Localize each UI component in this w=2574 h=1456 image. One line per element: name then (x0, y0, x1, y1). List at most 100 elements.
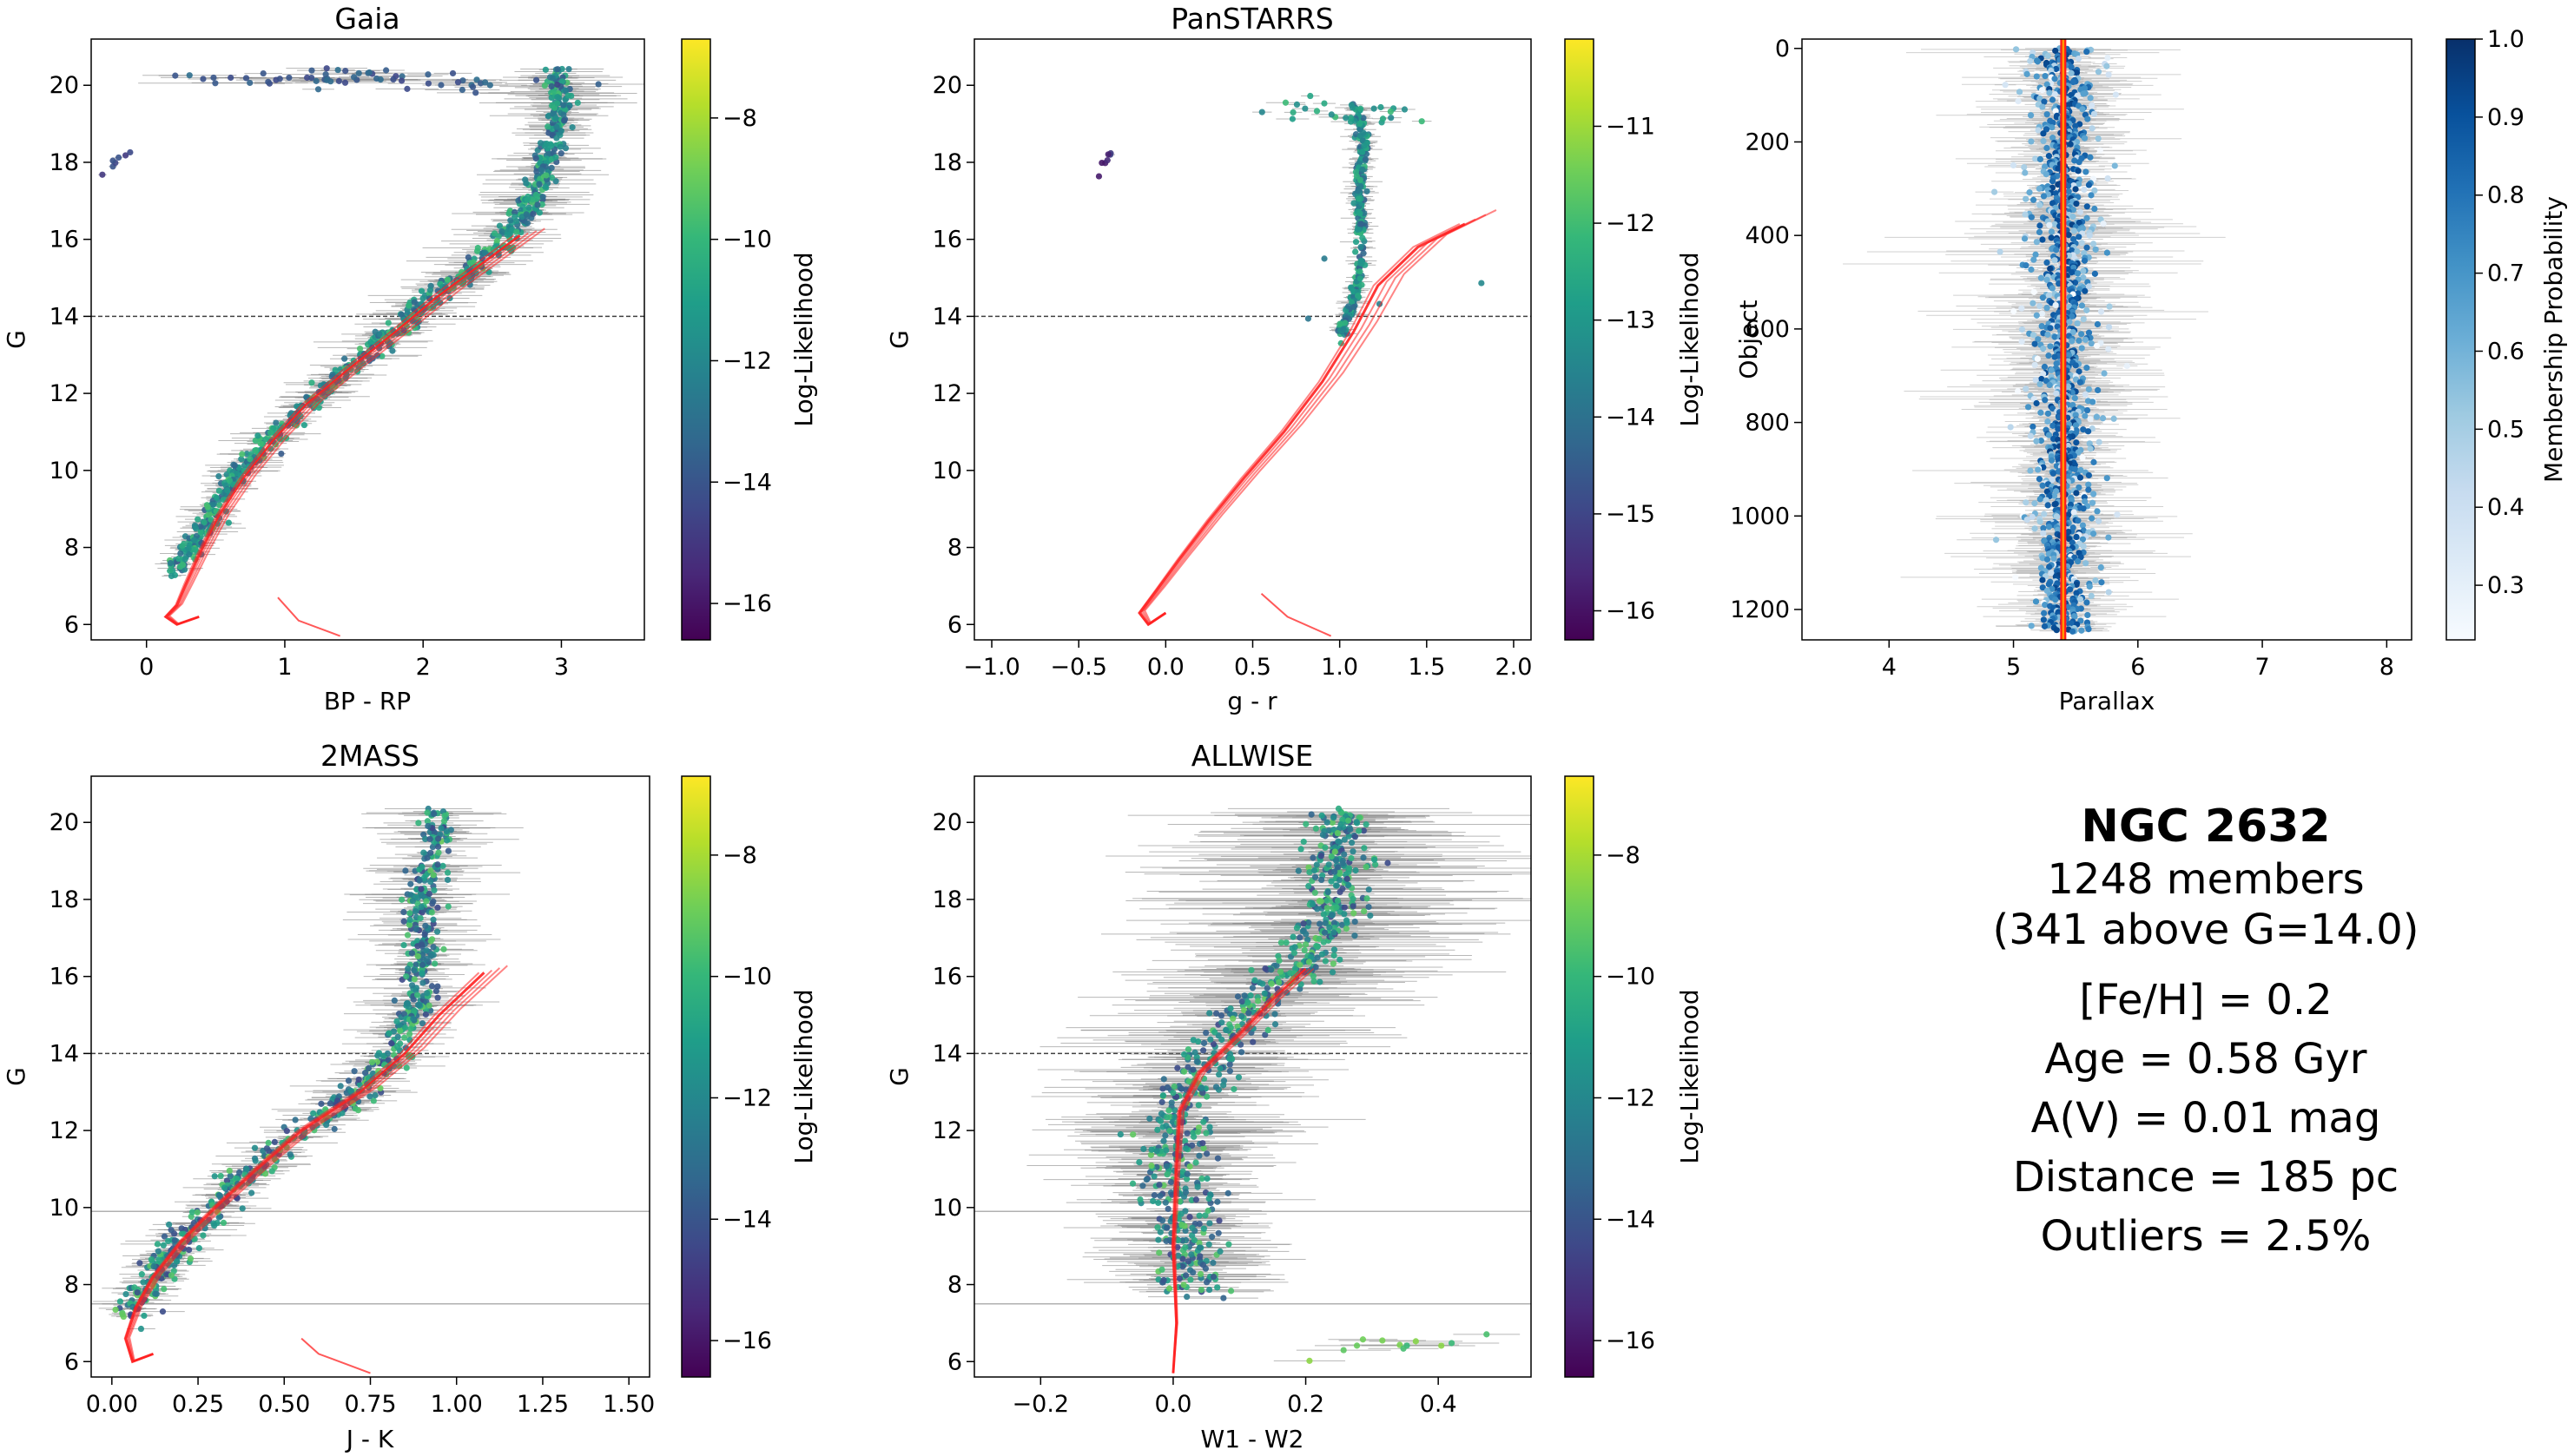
gaia-star-point (538, 167, 545, 174)
panstarrs-star-point (1293, 101, 1301, 108)
gaia-star-point (314, 86, 322, 93)
parallax-point (2076, 379, 2083, 385)
gaia-star-point (389, 347, 396, 354)
parallax-point (2082, 391, 2089, 398)
gaia-star-point (308, 67, 315, 74)
gaia-star-point (595, 81, 602, 88)
parallax-point (2050, 492, 2058, 499)
parallax-x-tick-label: 6 (2130, 654, 2145, 681)
gaia-star-point (226, 477, 234, 484)
gaia-star-point (335, 77, 342, 84)
parallax-point (2075, 449, 2082, 456)
gaia-star-point (376, 331, 383, 338)
parallax-point (2082, 497, 2089, 505)
parallax-point (2031, 525, 2038, 532)
gaia-star-point (176, 563, 183, 570)
gaia-y-tick-label: 18 (50, 149, 79, 176)
parallax-point (2033, 312, 2040, 319)
parallax-point (2051, 353, 2058, 360)
gaia-star-point (554, 66, 561, 73)
parallax-point (2039, 87, 2046, 94)
gaia-star-point (262, 436, 269, 443)
gaia-star-point (247, 456, 254, 463)
gaia-isochrone-line (163, 234, 515, 626)
parallax-point (2104, 54, 2111, 62)
gaia-star-point (115, 154, 122, 161)
gaia-star-point (300, 421, 307, 429)
panstarrs-colorbar-tick-label: −14 (1606, 404, 1655, 431)
parallax-point (2018, 305, 2025, 312)
parallax-point (2046, 381, 2053, 389)
gaia-star-point (308, 74, 315, 82)
parallax-point (2073, 533, 2080, 541)
panstarrs-star-point (1357, 260, 1364, 267)
parallax-point (1992, 537, 2000, 544)
parallax-point (2069, 539, 2076, 546)
parallax-point (2074, 605, 2081, 613)
panstarrs-star-point (1340, 326, 1347, 333)
gaia-star-point (544, 123, 551, 130)
panstarrs-star-point (1370, 105, 1377, 112)
parallax-point (2066, 319, 2073, 326)
parallax-point (2023, 385, 2030, 392)
gaia-error-bars (97, 68, 644, 576)
parallax-point (2023, 517, 2030, 524)
gaia-star-point (537, 140, 544, 147)
parallax-point (2047, 343, 2054, 350)
gaia-colorbar-ticks: −8 −10 −12 −14 −16 (710, 105, 772, 617)
parallax-point (2083, 214, 2090, 221)
gaia-star-point (418, 287, 426, 294)
panstarrs-isochrone-line (1144, 209, 1497, 625)
gaia-x-tick-label: 0 (139, 654, 154, 681)
gaia-star-point (355, 69, 362, 76)
parallax-point (2085, 486, 2092, 493)
gaia-star-point (564, 92, 571, 99)
panstarrs-star-point (1105, 151, 1112, 158)
parallax-point (2069, 338, 2076, 345)
gaia-star-point (379, 352, 386, 359)
panstarrs-star-point (1347, 115, 1355, 122)
parallax-point (2049, 405, 2056, 412)
gaia-star-point (524, 213, 531, 221)
gaia-star-point (549, 75, 556, 82)
parallax-point (2074, 92, 2081, 99)
parallax-point (2088, 192, 2095, 199)
parallax-point (2068, 69, 2075, 76)
gaia-star-point (238, 456, 245, 463)
parallax-point (2088, 592, 2095, 599)
parallax-point (2030, 423, 2036, 431)
parallax-point (2007, 424, 2014, 431)
gaia-star-point (192, 525, 200, 532)
parallax-point (2028, 138, 2035, 145)
gaia-star-point (175, 555, 182, 563)
parallax-point (2087, 416, 2094, 423)
panstarrs-star-point (1343, 115, 1350, 122)
parallax-point (2075, 181, 2082, 188)
parallax-point (2073, 490, 2080, 497)
parallax-point (2079, 536, 2087, 543)
gaia-star-point (425, 80, 432, 87)
gaia-star-point (486, 82, 493, 89)
gaia-star-point (426, 287, 434, 293)
gaia-star-point (548, 102, 556, 109)
parallax-point (2051, 76, 2058, 82)
parallax-point (2041, 363, 2049, 371)
gaia-isochrone-line (167, 230, 538, 626)
gaia-star-point (425, 71, 432, 78)
parallax-point (2018, 326, 2026, 333)
parallax-point (2052, 301, 2059, 309)
gaia-y-tick-label: 14 (50, 303, 79, 330)
gaia-title: Gaia (334, 2, 399, 36)
gaia-colorbar-tick-label: −14 (723, 469, 772, 496)
parallax-point (2105, 346, 2112, 352)
panstarrs-star-point (1350, 303, 1357, 311)
parallax-point (2085, 329, 2093, 336)
parallax-point (2002, 82, 2009, 89)
parallax-point (2043, 111, 2050, 118)
parallax-point (2055, 425, 2062, 432)
panstarrs-star-point (1099, 159, 1106, 167)
gaia-star-point (209, 501, 217, 508)
panstarrs-error-bars (1097, 96, 1482, 344)
gaia-star-point (539, 194, 546, 201)
